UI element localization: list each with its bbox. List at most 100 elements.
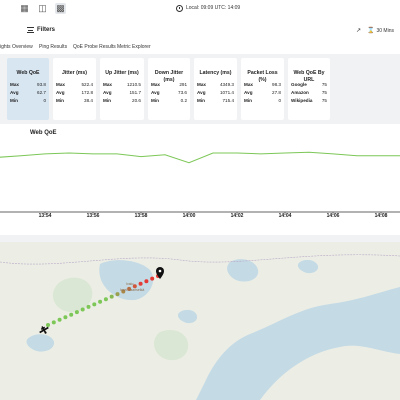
route-point[interactable] (74, 310, 79, 315)
card-packet-loss[interactable]: Packet Loss (%) Max 98.3 Avg 27.8 Min 0 (241, 58, 284, 120)
x-tick-label: 13:56 (86, 213, 100, 219)
border-line (0, 254, 400, 265)
top-bar: ▦ ◫ ▩ Local: 09:09 UTC: 14:09 (0, 0, 400, 18)
card-web-qoe[interactable]: Web QoE Max 93.8 Avg 62.7 Min 0 (7, 58, 49, 120)
row-value: 1210.5 (126, 82, 141, 87)
dashboard-icon[interactable]: ▦ (20, 3, 29, 13)
row-value: 4349.3 (219, 82, 234, 87)
row-value: 38.4 (84, 98, 93, 103)
forest-patch (154, 329, 189, 361)
card-title: Web QoE (16, 70, 40, 76)
route-point[interactable] (103, 297, 108, 302)
route-point[interactable] (109, 294, 114, 299)
row-value: 27.8 (272, 90, 281, 95)
row-key: Avg (244, 90, 253, 95)
tab-bar: ights Overview Ping Results QoE Probe Re… (0, 41, 400, 53)
series-line (0, 151, 400, 164)
row-key: Max (244, 82, 253, 87)
lake (26, 334, 55, 352)
row-value: 522.4 (81, 82, 94, 87)
row-key: Wikipedia (291, 98, 313, 103)
card-down-jitter[interactable]: Down Jitter (ms) Max 291 Avg 73.6 Min 0.2 (148, 58, 190, 120)
row-key: Avg (151, 90, 160, 95)
row-key: Amazon (291, 90, 309, 95)
forest-patch (52, 277, 93, 313)
lake (297, 259, 319, 274)
route-point[interactable] (138, 281, 143, 286)
route-point[interactable] (127, 286, 132, 291)
route-point[interactable] (57, 317, 62, 322)
x-tick-label: 14:08 (374, 213, 388, 219)
web-qoe-chart (0, 151, 400, 215)
filters-button[interactable]: Filters (27, 27, 55, 33)
route-point[interactable] (63, 315, 68, 320)
grid-icon[interactable]: ▩ (55, 3, 66, 14)
tab-insights-overview[interactable]: ights Overview (0, 44, 33, 50)
row-key: Min (56, 98, 64, 103)
route-point[interactable] (132, 284, 137, 289)
tab-qoe-probe-results[interactable]: QoE Probe Results (73, 44, 116, 50)
flight-map[interactable]: Ivalo Inari-Saariselkä (0, 242, 400, 400)
row-value: 172.8 (81, 90, 94, 95)
row-value: 0 (278, 98, 281, 103)
x-tick-label: 14:04 (278, 213, 292, 219)
row-value: 291 (179, 82, 187, 87)
row-key: Min (244, 98, 252, 103)
route-point[interactable] (86, 304, 91, 309)
route-point[interactable] (115, 292, 120, 297)
x-tick-label: 14:02 (230, 213, 244, 219)
row-key: Min (103, 98, 111, 103)
card-title: Jitter (ms) (61, 70, 88, 76)
row-value: 151.7 (129, 90, 142, 95)
route-point[interactable] (46, 323, 50, 327)
row-value: 98.3 (272, 82, 281, 87)
chart-title: Web QoE (30, 130, 57, 136)
tab-ping-results[interactable]: Ping Results (39, 44, 68, 50)
route-point[interactable] (121, 289, 126, 294)
route-point[interactable] (51, 320, 56, 325)
chart-panel: Web QoE (0, 124, 400, 234)
row-value: 715.4 (222, 98, 235, 103)
row-key: Max (10, 82, 19, 87)
land-mass (0, 242, 400, 400)
row-key: Avg (56, 90, 65, 95)
row-value: 93.8 (37, 82, 46, 87)
panel-icon[interactable]: ◫ (38, 3, 47, 13)
row-value: 0 (43, 98, 46, 103)
card-up-jitter[interactable]: Up Jitter (ms) Max 1210.5 Avg 151.7 Min 20.… (100, 58, 144, 120)
interval-selector[interactable]: ⌛ 30 Mins (367, 27, 394, 35)
card-jitter[interactable]: Jitter (ms) Max 522.4 Avg 172.8 Min 38.4 (53, 58, 96, 120)
route-point[interactable] (80, 307, 85, 312)
row-key: Min (10, 98, 18, 103)
filter-row: Filters ↗ ⌛ 30 Mins (0, 24, 400, 40)
route-point[interactable] (144, 279, 149, 284)
row-value: 75 (321, 82, 327, 87)
row-key: Google (291, 82, 307, 87)
filter-icon (27, 27, 34, 33)
map-label-inari: Inari-Saariselkä (120, 288, 145, 292)
card-latency[interactable]: Latency (ms) Max 4349.3 Avg 1071.4 Min 715.… (194, 58, 237, 120)
clock-display: Local: 09:09 UTC: 14:09 (176, 3, 240, 14)
clock-icon (176, 5, 183, 12)
destination-pin-icon (156, 267, 164, 279)
route-point[interactable] (98, 299, 103, 304)
map-label-ivalo: Ivalo (126, 282, 134, 286)
row-key: Avg (197, 90, 206, 95)
row-value: 1071.4 (219, 90, 234, 95)
row-key: Max (197, 82, 206, 87)
row-value: 62.7 (37, 90, 46, 95)
expand-icon[interactable]: ↗ (355, 28, 361, 34)
card-web-qoe-by-url[interactable]: Web QoE By URL Google 75 Amazon 75 Wikiped… (288, 58, 330, 120)
row-key: Max (151, 82, 160, 87)
map-canvas (0, 242, 400, 400)
hourglass-icon: ⌛ (367, 28, 375, 34)
lake (99, 260, 154, 301)
row-key: Avg (103, 90, 112, 95)
route-point[interactable] (92, 302, 97, 307)
route-point[interactable] (69, 312, 74, 317)
row-value: 75 (321, 98, 327, 103)
row-value: 75 (321, 90, 327, 95)
route-point[interactable] (150, 276, 155, 281)
card-title: Packet Loss (%) (247, 70, 278, 83)
tab-metric-explorer[interactable]: Metric Explorer (117, 44, 151, 50)
